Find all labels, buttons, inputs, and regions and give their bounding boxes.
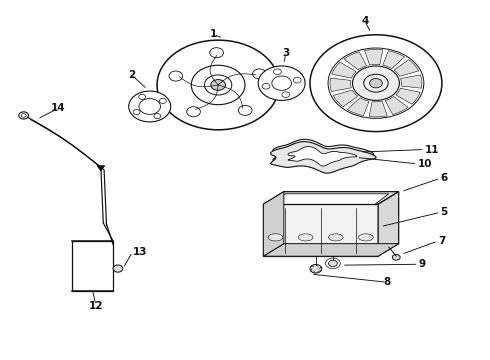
Text: 10: 10 — [417, 159, 432, 169]
Polygon shape — [263, 244, 399, 256]
Polygon shape — [383, 51, 405, 69]
Polygon shape — [97, 166, 105, 171]
Polygon shape — [385, 96, 408, 114]
Circle shape — [369, 78, 382, 88]
Circle shape — [258, 66, 305, 100]
Circle shape — [191, 65, 245, 105]
Circle shape — [310, 35, 442, 132]
Circle shape — [211, 80, 225, 90]
Ellipse shape — [268, 234, 283, 241]
Text: 11: 11 — [425, 144, 440, 154]
Text: 4: 4 — [361, 16, 368, 26]
Polygon shape — [72, 241, 113, 291]
Ellipse shape — [298, 234, 313, 241]
Circle shape — [129, 91, 171, 122]
Text: 3: 3 — [282, 48, 289, 58]
Polygon shape — [263, 204, 378, 256]
Polygon shape — [394, 60, 419, 76]
Polygon shape — [288, 147, 357, 166]
Polygon shape — [269, 194, 389, 206]
Text: 9: 9 — [418, 259, 426, 269]
Polygon shape — [273, 139, 374, 169]
Polygon shape — [378, 192, 399, 256]
Polygon shape — [270, 141, 376, 173]
Text: 2: 2 — [128, 70, 135, 80]
Circle shape — [352, 66, 399, 100]
Text: 14: 14 — [51, 103, 66, 113]
Polygon shape — [400, 75, 422, 88]
Circle shape — [392, 255, 400, 260]
Text: 8: 8 — [383, 277, 391, 287]
Polygon shape — [333, 90, 358, 107]
Circle shape — [329, 260, 337, 267]
Polygon shape — [396, 88, 420, 104]
Ellipse shape — [359, 234, 373, 241]
Text: 1: 1 — [210, 30, 218, 39]
Polygon shape — [263, 192, 284, 256]
Circle shape — [310, 265, 322, 273]
Polygon shape — [347, 98, 369, 116]
Polygon shape — [344, 52, 367, 70]
Text: 6: 6 — [441, 173, 448, 183]
Circle shape — [157, 40, 279, 130]
Ellipse shape — [328, 234, 343, 241]
Text: 12: 12 — [89, 301, 103, 311]
Circle shape — [113, 265, 123, 272]
Polygon shape — [369, 101, 387, 117]
Polygon shape — [330, 78, 351, 91]
Polygon shape — [365, 49, 383, 65]
Text: 13: 13 — [133, 247, 147, 257]
Circle shape — [19, 112, 28, 119]
Polygon shape — [332, 62, 356, 78]
Text: 7: 7 — [438, 236, 445, 246]
Polygon shape — [263, 192, 399, 204]
Text: 5: 5 — [441, 207, 448, 217]
